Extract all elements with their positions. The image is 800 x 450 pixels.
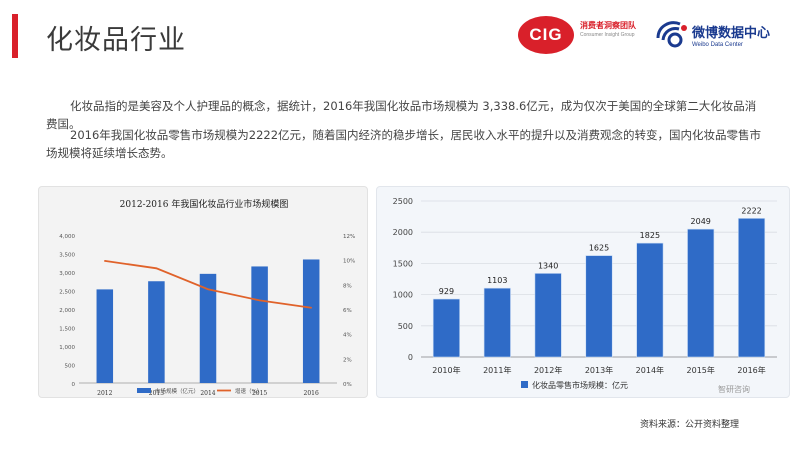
growth-rate-point bbox=[258, 299, 261, 302]
data-source-note: 资料来源：公开资料整理 bbox=[640, 420, 740, 430]
y-left-tick-label: 500 bbox=[65, 364, 76, 370]
cig-logo-text: 消费者洞察团队 Consumer Insight Group bbox=[580, 20, 650, 39]
x-tick-label: 2016年 bbox=[737, 365, 765, 375]
bar-value-label: 1340 bbox=[538, 261, 558, 270]
y-right-tick-label: 6% bbox=[343, 308, 352, 314]
retail-size-bar bbox=[738, 218, 766, 358]
y-tick-label: 2000 bbox=[393, 228, 413, 237]
intro-paragraph-1: 化妆品指的是美容及个人护理品的概念，据统计，2016年我国化妆品市场规模为 3,… bbox=[46, 99, 757, 131]
cig-logo: CIG bbox=[518, 16, 574, 54]
bar-value-label: 1825 bbox=[640, 231, 660, 240]
y-right-tick-label: 0% bbox=[343, 382, 352, 388]
growth-rate-point bbox=[207, 288, 209, 291]
y-tick-label: 0 bbox=[408, 353, 413, 362]
market-size-bar bbox=[96, 289, 114, 383]
chart-title: 2012-2016 年我国化妆品行业市场规模图 bbox=[120, 198, 289, 210]
x-tick-label: 2011年 bbox=[483, 365, 511, 375]
legend-label-market-size: 市场规模（亿元） bbox=[155, 387, 199, 395]
bar-value-label: 2222 bbox=[741, 206, 761, 215]
x-tick-label: 2015年 bbox=[687, 365, 715, 375]
market-size-bar bbox=[199, 273, 217, 383]
x-tick-label: 2013年 bbox=[585, 365, 613, 375]
legend-label-growth-rate: 增速（%） bbox=[235, 387, 262, 395]
title-accent-bar bbox=[12, 14, 18, 58]
weibo-logo-text: 微博数据中心 Weibo Data Center bbox=[692, 22, 770, 48]
y-left-tick-label: 2,500 bbox=[59, 290, 75, 296]
legend-label-retail: 化妆品零售市场规模：亿元 bbox=[532, 380, 628, 390]
x-tick-label: 2010年 bbox=[432, 365, 460, 375]
market-size-bar bbox=[148, 281, 165, 383]
retail-size-bar bbox=[483, 287, 511, 358]
y-right-tick-label: 8% bbox=[343, 283, 352, 289]
intro-paragraph-2: 2016年我国化妆品零售市场规模为2222亿元，随着国内经济的稳步增长，居民收入… bbox=[46, 128, 762, 160]
x-tick-label: 2014年 bbox=[636, 365, 664, 375]
growth-rate-point bbox=[155, 267, 158, 270]
y-left-tick-label: 3,500 bbox=[59, 253, 75, 259]
y-left-tick-label: 4,000 bbox=[59, 234, 75, 240]
y-right-tick-label: 2% bbox=[343, 357, 352, 363]
bar-value-label: 2049 bbox=[691, 217, 711, 226]
retail-size-bar bbox=[585, 255, 613, 358]
x-tick-label: 2012 bbox=[97, 390, 112, 397]
retail-size-chart: 0 500 1000 1500 2000 2500 929 2010年 1103 2011年 134… bbox=[393, 197, 777, 390]
bar-value-label: 1103 bbox=[487, 276, 507, 285]
page-title: 化妆品行业 bbox=[46, 25, 186, 56]
growth-rate-point bbox=[310, 306, 313, 309]
x-tick-label: 2015 bbox=[252, 390, 267, 397]
cig-name-en: Consumer Insight Group bbox=[580, 32, 635, 38]
market-size-chart-panel: 2012-2016 年我国化妆品行业市场规模图 0 500 1,000 1,500 2,0… bbox=[38, 186, 368, 398]
y-left-tick-label: 0 bbox=[72, 382, 76, 388]
cig-name-cn: 消费者洞察团队 bbox=[580, 21, 636, 30]
retail-size-bar bbox=[636, 242, 664, 358]
weibo-logo-icon bbox=[656, 21, 687, 48]
y-left-tick-label: 2,000 bbox=[59, 308, 75, 314]
retail-size-bar bbox=[534, 273, 562, 358]
growth-rate-point bbox=[104, 260, 106, 262]
retail-size-bar bbox=[432, 298, 460, 358]
y-tick-label: 1500 bbox=[393, 259, 413, 268]
x-tick-label: 2013 bbox=[149, 390, 164, 397]
market-size-chart: 2012-2016 年我国化妆品行业市场规模图 0 500 1,000 1,500 2,0… bbox=[59, 198, 355, 397]
market-size-bar bbox=[302, 259, 320, 383]
y-right-tick-label: 4% bbox=[343, 333, 352, 339]
market-size-bar bbox=[251, 266, 268, 383]
bar-value-label: 929 bbox=[439, 287, 454, 296]
y-left-tick-label: 1,000 bbox=[59, 345, 75, 351]
y-left-tick-label: 1,500 bbox=[59, 327, 75, 333]
x-tick-label: 2014 bbox=[200, 390, 215, 397]
retail-size-bar bbox=[687, 228, 715, 358]
weibo-name-cn: 微博数据中心 bbox=[692, 26, 771, 41]
y-tick-label: 1000 bbox=[393, 291, 413, 300]
y-tick-label: 500 bbox=[398, 322, 413, 331]
x-tick-label: 2016 bbox=[304, 390, 319, 397]
y-left-tick-label: 3,000 bbox=[59, 271, 75, 277]
bar-value-label: 1625 bbox=[589, 244, 609, 253]
retail-size-chart-panel: 0 500 1000 1500 2000 2500 929 2010年 1103 2011年 134… bbox=[376, 186, 790, 398]
legend-swatch-market-size bbox=[137, 388, 151, 393]
y-right-tick-label: 12% bbox=[343, 234, 355, 240]
legend-swatch-retail bbox=[521, 381, 528, 388]
y-tick-label: 2500 bbox=[393, 197, 413, 206]
y-right-tick-label: 10% bbox=[343, 259, 355, 265]
weibo-name-en: Weibo Data Center bbox=[692, 42, 743, 48]
x-tick-label: 2012年 bbox=[534, 365, 562, 375]
zhiyan-watermark: 智研咨询 bbox=[718, 385, 750, 394]
